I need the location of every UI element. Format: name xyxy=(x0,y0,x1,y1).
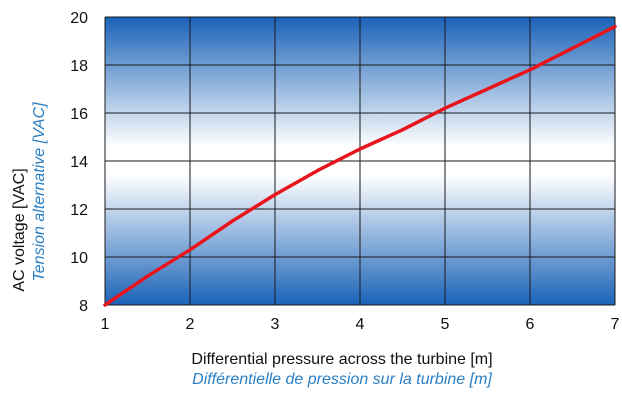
grid-lines xyxy=(104,16,616,306)
y-tick-label: 20 xyxy=(70,10,88,27)
series-line xyxy=(103,24,617,307)
x-tick-label: 2 xyxy=(186,316,195,333)
x-tick-label: 3 xyxy=(271,316,280,333)
y-tick-label: 16 xyxy=(70,106,88,123)
y-tick-label: 10 xyxy=(70,250,88,267)
x-axis-label-alt: Différentielle de pression sur la turbin… xyxy=(192,371,492,388)
x-tick-label: 7 xyxy=(611,316,620,333)
y-axis-label: AC voltage [VAC] xyxy=(11,168,28,291)
x-tick-label: 4 xyxy=(356,316,365,333)
y-tick-label: 14 xyxy=(70,154,88,171)
y-tick-label: 8 xyxy=(79,298,88,315)
series-group xyxy=(103,24,617,307)
y-axis-label-alt: Tension alternative [VAC] xyxy=(31,102,48,282)
x-tick-label: 6 xyxy=(526,316,535,333)
x-axis-label: Differential pressure across the turbine… xyxy=(191,351,492,368)
y-tick-label: 18 xyxy=(70,58,88,75)
x-tick-labels: 1 2 3 4 5 6 7 xyxy=(101,316,620,333)
x-tick-label: 5 xyxy=(441,316,450,333)
y-tick-label: 12 xyxy=(70,202,88,219)
y-tick-labels: 8 10 12 14 16 18 20 xyxy=(70,10,88,315)
x-tick-label: 1 xyxy=(101,316,110,333)
